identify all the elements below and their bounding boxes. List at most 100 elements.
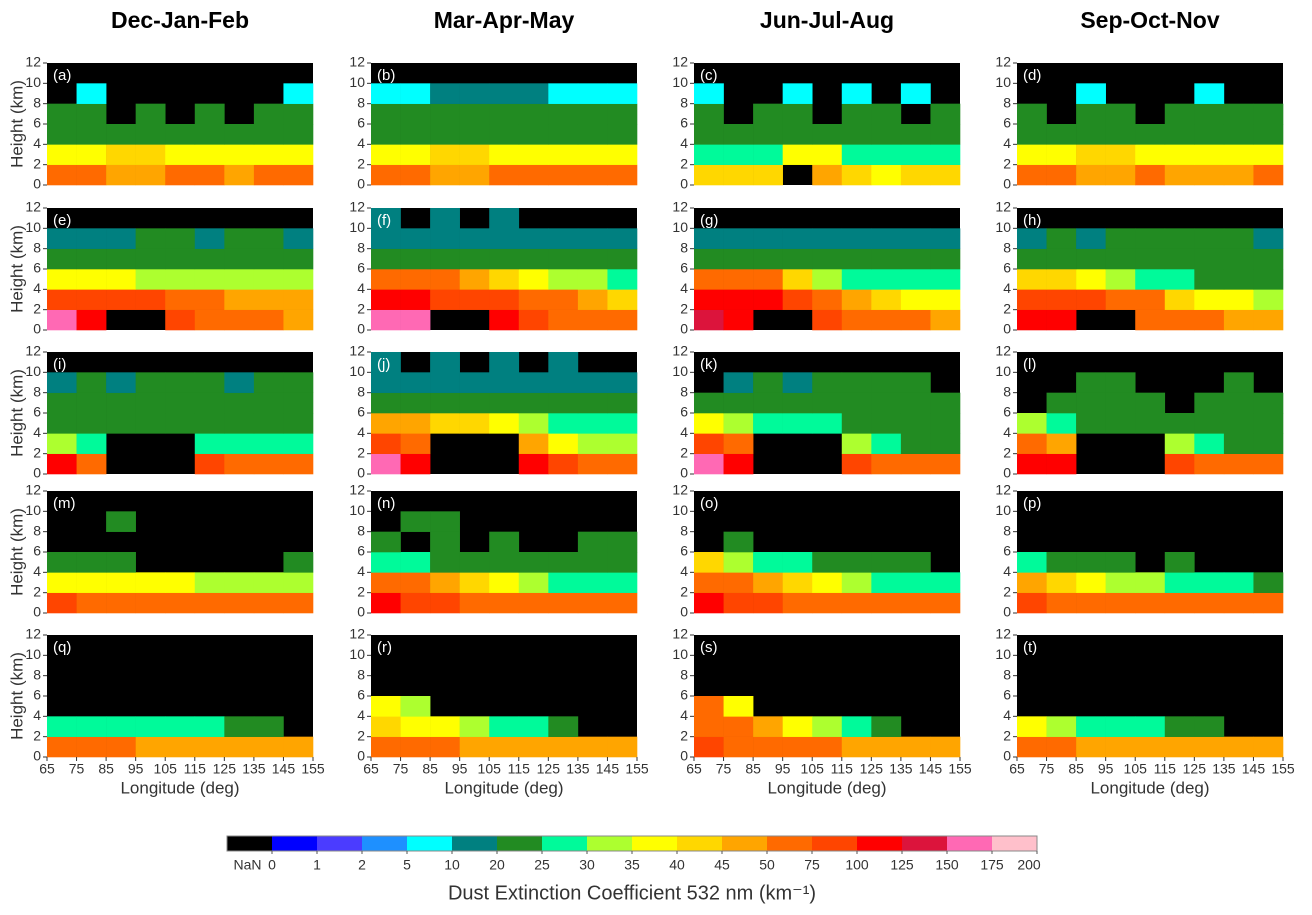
- colorbar-swatch: [767, 836, 812, 851]
- y-tick-label: 12: [25, 482, 41, 498]
- heat-cell: [371, 269, 401, 290]
- x-tick-label: 135: [889, 761, 913, 777]
- heat-cell: [900, 592, 931, 614]
- heat-cell: [1017, 309, 1047, 331]
- heat-cell: [459, 248, 490, 270]
- y-tick-label: 10: [672, 363, 688, 379]
- y-tick-label: 10: [995, 74, 1011, 90]
- y-tick-label: 8: [33, 239, 41, 255]
- heat-cell: [76, 413, 107, 434]
- y-tick-label: 12: [995, 199, 1011, 215]
- heat-cell: [459, 83, 490, 104]
- heat-cell: [812, 736, 843, 758]
- heat-cell: [430, 531, 460, 553]
- heat-cell: [930, 392, 961, 414]
- x-tick-label: 145: [596, 761, 620, 777]
- heat-cell: [1194, 736, 1225, 758]
- heat-cell: [224, 248, 255, 270]
- heat-cell: [489, 309, 520, 331]
- heat-cell: [135, 124, 166, 145]
- heat-cell: [1105, 289, 1136, 310]
- heat-cell: [782, 144, 813, 165]
- y-tick-label: 2: [33, 300, 41, 316]
- heat-cell: [1105, 736, 1136, 758]
- heat-cell: [607, 572, 638, 593]
- heat-cell: [106, 392, 136, 414]
- heat-cell: [1076, 248, 1106, 270]
- heat-cell: [165, 572, 196, 593]
- y-tick-label: 12: [672, 626, 688, 642]
- heat-cell: [430, 248, 460, 270]
- heat-cell: [459, 103, 490, 125]
- heat-cell: [283, 164, 314, 186]
- heat-cell: [1194, 144, 1225, 165]
- y-tick-label: 10: [349, 502, 365, 518]
- heat-cell: [723, 248, 754, 270]
- y-tick-label: 4: [1003, 563, 1011, 579]
- heat-cell: [224, 453, 255, 475]
- x-tick-label: 115: [184, 761, 207, 777]
- y-tick-label: 8: [33, 383, 41, 399]
- y-tick-label: 0: [680, 748, 688, 764]
- y-tick-label: 8: [1003, 666, 1011, 682]
- x-tick-label: 145: [919, 761, 943, 777]
- heat-cell: [459, 552, 490, 573]
- y-tick-label: 2: [1003, 300, 1011, 316]
- heat-cell: [371, 309, 401, 331]
- heat-cell: [548, 552, 579, 573]
- heat-cell: [1105, 248, 1136, 270]
- colorbar-tick-label: 0: [268, 857, 276, 873]
- heat-cell: [283, 572, 314, 593]
- y-tick-label: 12: [672, 54, 688, 70]
- heat-cell: [253, 289, 284, 310]
- heat-cell: [489, 736, 520, 758]
- heat-cell: [489, 164, 520, 186]
- heat-cell: [1017, 736, 1047, 758]
- heat-cell: [518, 103, 549, 125]
- panel-label: (p): [1023, 495, 1041, 512]
- heat-cell: [459, 392, 490, 414]
- y-tick-label: 10: [672, 74, 688, 90]
- heat-cell: [812, 372, 843, 393]
- colorbar-swatch: [992, 836, 1037, 851]
- heat-cell: [782, 269, 813, 290]
- y-tick-label: 10: [672, 502, 688, 518]
- colorbar-swatch: [362, 836, 407, 851]
- heat-cell: [1017, 228, 1047, 249]
- heat-cell: [400, 552, 431, 573]
- x-tick-label: 65: [686, 761, 702, 777]
- heat-cell: [430, 103, 460, 125]
- heat-cell: [841, 103, 872, 125]
- heat-cell: [841, 736, 872, 758]
- heat-cell: [577, 289, 608, 310]
- heat-cell: [1164, 144, 1195, 165]
- heat-cell: [1135, 592, 1166, 614]
- heat-cell: [1076, 269, 1106, 290]
- heat-cell: [47, 572, 77, 593]
- y-tick-label: 4: [357, 707, 365, 723]
- heat-cell: [1164, 228, 1195, 249]
- y-tick-label: 8: [357, 94, 365, 110]
- heat-cell: [135, 372, 166, 393]
- heat-cell: [283, 392, 314, 414]
- heat-cell: [1017, 413, 1047, 434]
- heat-cell: [723, 716, 754, 737]
- x-tick-label: 105: [1124, 761, 1148, 777]
- heat-cell: [723, 144, 754, 165]
- heat-cell: [489, 289, 520, 310]
- heat-cell: [1223, 144, 1254, 165]
- y-tick-label: 10: [349, 363, 365, 379]
- heat-cell: [518, 552, 549, 573]
- heat-cell: [1017, 269, 1047, 290]
- x-tick-label: 85: [745, 761, 761, 777]
- colorbar-swatch: [452, 836, 497, 851]
- heat-cell: [106, 228, 136, 249]
- heat-cell: [518, 269, 549, 290]
- heat-cell: [253, 164, 284, 186]
- heat-cell: [459, 269, 490, 290]
- heat-cell: [782, 736, 813, 758]
- heat-cell: [194, 164, 225, 186]
- heat-cell: [1194, 392, 1225, 414]
- heat-cell: [607, 289, 638, 310]
- heat-cell: [1105, 144, 1136, 165]
